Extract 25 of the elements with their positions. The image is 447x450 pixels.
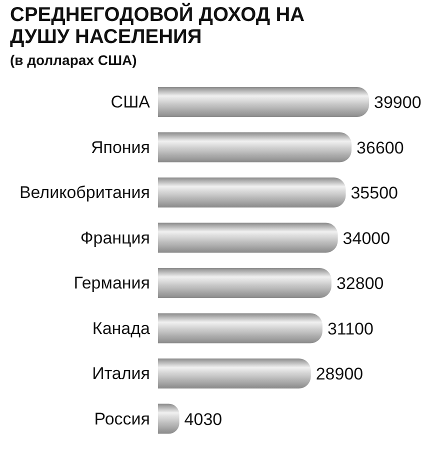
bar — [158, 313, 322, 344]
y-tick-label: Франция — [80, 228, 150, 248]
data-label: 4030 — [184, 410, 222, 429]
y-tick-label: Япония — [90, 138, 150, 157]
data-label: 31100 — [327, 319, 374, 338]
y-tick-label: Италия — [92, 364, 150, 384]
bar — [158, 268, 332, 298]
bar — [158, 178, 346, 208]
bar — [158, 132, 352, 162]
bar — [158, 358, 311, 388]
y-tick-label: США — [110, 92, 151, 112]
data-label: 28900 — [316, 364, 364, 384]
data-label: 39900 — [374, 93, 422, 112]
data-label: 34000 — [342, 228, 390, 248]
data-label: 35500 — [350, 184, 398, 203]
data-label: 32800 — [336, 274, 384, 294]
chart-subtitle: (в долларах США) — [10, 52, 137, 68]
chart-title: СРЕДНЕГОДОВОЙ ДОХОД НА ДУШУ НАСЕЛЕНИЯ — [10, 4, 306, 48]
y-tick-label: Канада — [92, 318, 151, 338]
y-tick-label: Россия — [94, 409, 150, 428]
y-tick-label: Великобритания — [19, 183, 150, 202]
data-label: 36600 — [356, 138, 404, 158]
y-tick-label: Германия — [74, 274, 150, 293]
bar — [158, 87, 369, 117]
bar — [158, 222, 338, 253]
